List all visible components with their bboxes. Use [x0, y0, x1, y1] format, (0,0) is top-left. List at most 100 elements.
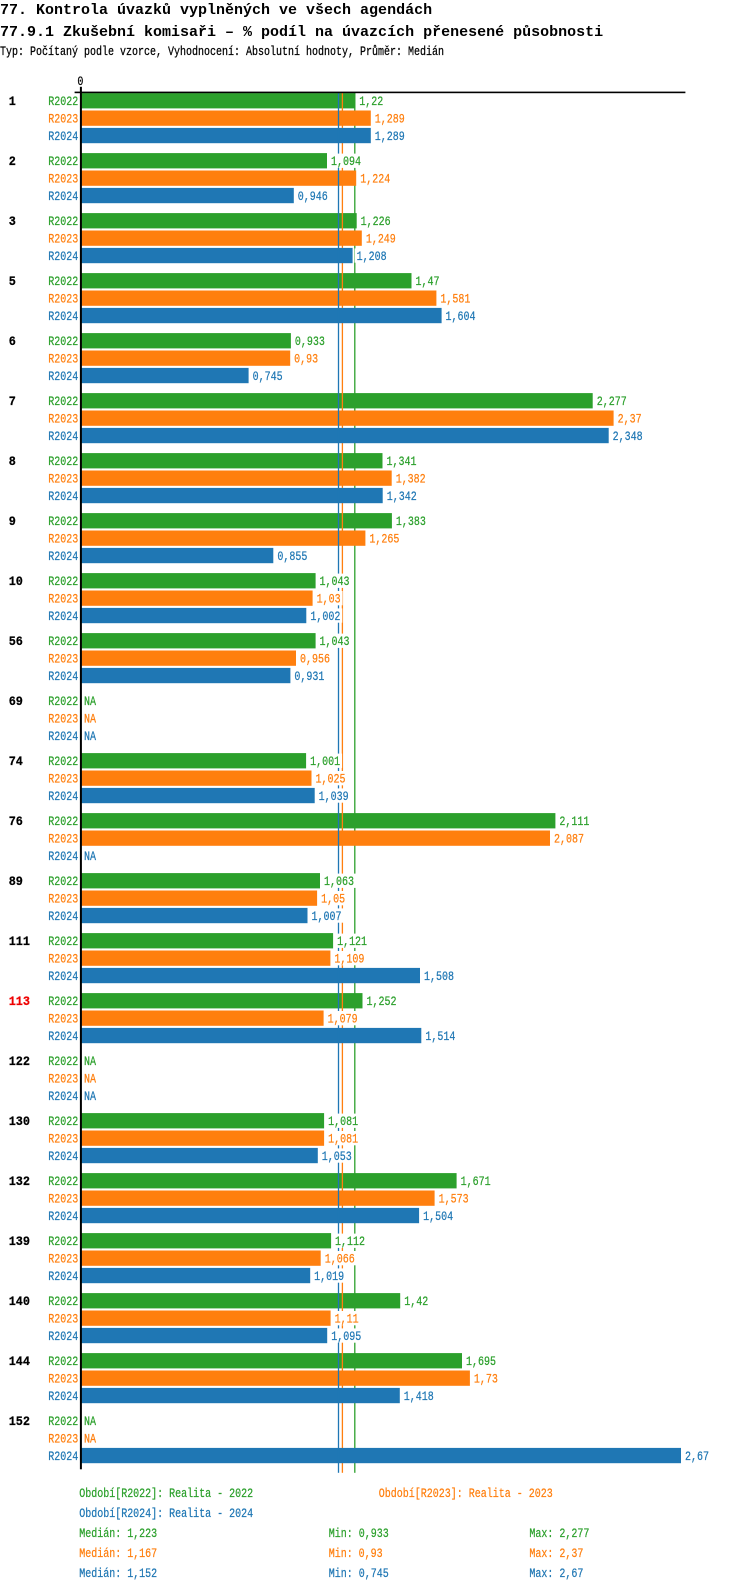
- svg-text:1,094: 1,094: [331, 154, 361, 169]
- svg-text:NA: NA: [84, 1054, 96, 1069]
- svg-text:140: 140: [9, 1294, 30, 1309]
- svg-text:R2023: R2023: [48, 652, 78, 667]
- svg-text:Typ: Počítaný podle vzorce, Vy: Typ: Počítaný podle vzorce, Vyhodnocení:…: [0, 44, 444, 59]
- svg-text:R2023: R2023: [48, 1072, 78, 1087]
- svg-text:R2023: R2023: [48, 1372, 78, 1387]
- svg-text:R2024: R2024: [48, 909, 78, 924]
- svg-text:77. Kontrola úvazků vyplněných: 77. Kontrola úvazků vyplněných ve všech …: [0, 2, 432, 19]
- svg-text:R2022: R2022: [48, 514, 78, 529]
- svg-text:R2022: R2022: [48, 994, 78, 1009]
- svg-text:R2022: R2022: [48, 454, 78, 469]
- svg-text:Min: 0,933: Min: 0,933: [329, 1526, 389, 1541]
- svg-text:1,039: 1,039: [319, 789, 349, 804]
- svg-text:R2024: R2024: [48, 1269, 78, 1284]
- svg-text:76: 76: [9, 814, 23, 829]
- svg-text:R2022: R2022: [48, 214, 78, 229]
- svg-text:R2024: R2024: [48, 129, 78, 144]
- svg-text:R2022: R2022: [48, 154, 78, 169]
- svg-text:1,671: 1,671: [461, 1174, 491, 1189]
- svg-text:R2022: R2022: [48, 1174, 78, 1189]
- svg-text:R2024: R2024: [48, 549, 78, 564]
- svg-text:R2022: R2022: [48, 814, 78, 829]
- svg-text:1,079: 1,079: [328, 1012, 358, 1027]
- svg-text:R2024: R2024: [48, 849, 78, 864]
- svg-text:R2022: R2022: [48, 634, 78, 649]
- svg-text:R2022: R2022: [48, 94, 78, 109]
- svg-text:R2022: R2022: [48, 1414, 78, 1429]
- svg-text:R2023: R2023: [48, 772, 78, 787]
- svg-text:R2024: R2024: [48, 1029, 78, 1044]
- svg-text:1,121: 1,121: [337, 934, 367, 949]
- svg-text:2,087: 2,087: [554, 832, 584, 847]
- svg-text:1,47: 1,47: [415, 274, 439, 289]
- svg-text:NA: NA: [84, 1414, 96, 1429]
- svg-text:R2022: R2022: [48, 1054, 78, 1069]
- svg-text:R2024: R2024: [48, 789, 78, 804]
- svg-text:0,93: 0,93: [294, 352, 318, 367]
- svg-text:1,581: 1,581: [440, 292, 470, 307]
- svg-text:1,342: 1,342: [387, 489, 417, 504]
- svg-text:1,112: 1,112: [335, 1234, 365, 1249]
- svg-text:R2023: R2023: [48, 1312, 78, 1327]
- svg-text:1,095: 1,095: [331, 1329, 361, 1344]
- svg-text:Max: 2,67: Max: 2,67: [529, 1566, 583, 1581]
- svg-text:0,931: 0,931: [294, 669, 324, 684]
- svg-text:R2022: R2022: [48, 274, 78, 289]
- svg-text:R2024: R2024: [48, 669, 78, 684]
- svg-text:R2023: R2023: [48, 472, 78, 487]
- svg-text:R2024: R2024: [48, 189, 78, 204]
- svg-text:1,208: 1,208: [357, 249, 387, 264]
- svg-text:R2022: R2022: [48, 694, 78, 709]
- svg-text:3: 3: [9, 214, 16, 229]
- svg-text:1,265: 1,265: [369, 532, 399, 547]
- svg-text:1,043: 1,043: [320, 574, 350, 589]
- svg-text:R2024: R2024: [48, 369, 78, 384]
- svg-text:1,604: 1,604: [446, 309, 476, 324]
- svg-text:1,418: 1,418: [404, 1389, 434, 1404]
- svg-text:1,001: 1,001: [310, 754, 340, 769]
- svg-text:R2023: R2023: [48, 832, 78, 847]
- svg-text:1,03: 1,03: [317, 592, 341, 607]
- svg-text:R2023: R2023: [48, 1192, 78, 1207]
- svg-text:1,289: 1,289: [375, 112, 405, 127]
- svg-text:R2024: R2024: [48, 729, 78, 744]
- svg-text:1,05: 1,05: [321, 892, 345, 907]
- svg-text:1,019: 1,019: [314, 1269, 344, 1284]
- svg-text:R2022: R2022: [48, 334, 78, 349]
- svg-text:R2024: R2024: [48, 1389, 78, 1404]
- svg-text:1,007: 1,007: [311, 909, 341, 924]
- svg-text:R2023: R2023: [48, 1432, 78, 1447]
- svg-text:R2022: R2022: [48, 1234, 78, 1249]
- svg-text:1,42: 1,42: [404, 1294, 428, 1309]
- svg-text:1,73: 1,73: [474, 1372, 498, 1387]
- svg-text:139: 139: [9, 1234, 30, 1249]
- svg-text:1,11: 1,11: [335, 1312, 359, 1327]
- svg-text:R2024: R2024: [48, 1449, 78, 1464]
- svg-text:R2022: R2022: [48, 1114, 78, 1129]
- svg-text:NA: NA: [84, 849, 96, 864]
- svg-text:R2023: R2023: [48, 952, 78, 967]
- svg-text:69: 69: [9, 694, 23, 709]
- svg-text:9: 9: [9, 514, 16, 529]
- svg-text:1,573: 1,573: [439, 1192, 469, 1207]
- svg-text:R2022: R2022: [48, 874, 78, 889]
- svg-text:R2024: R2024: [48, 489, 78, 504]
- svg-text:111: 111: [9, 934, 30, 949]
- svg-text:1,341: 1,341: [386, 454, 416, 469]
- svg-text:NA: NA: [84, 1072, 96, 1087]
- svg-text:R2022: R2022: [48, 934, 78, 949]
- svg-text:Medián: 1,167: Medián: 1,167: [79, 1546, 157, 1561]
- svg-text:6: 6: [9, 334, 16, 349]
- svg-text:1,504: 1,504: [423, 1209, 453, 1224]
- svg-text:1,002: 1,002: [310, 609, 340, 624]
- svg-text:NA: NA: [84, 1432, 96, 1447]
- svg-text:Období[R2023]: Realita - 2023: Období[R2023]: Realita - 2023: [379, 1486, 553, 1501]
- svg-text:1,109: 1,109: [334, 952, 364, 967]
- svg-text:2: 2: [9, 154, 16, 169]
- svg-text:10: 10: [9, 574, 23, 589]
- svg-text:2,277: 2,277: [597, 394, 627, 409]
- svg-text:1,025: 1,025: [316, 772, 346, 787]
- svg-text:R2024: R2024: [48, 1209, 78, 1224]
- svg-text:R2022: R2022: [48, 754, 78, 769]
- svg-text:R2022: R2022: [48, 394, 78, 409]
